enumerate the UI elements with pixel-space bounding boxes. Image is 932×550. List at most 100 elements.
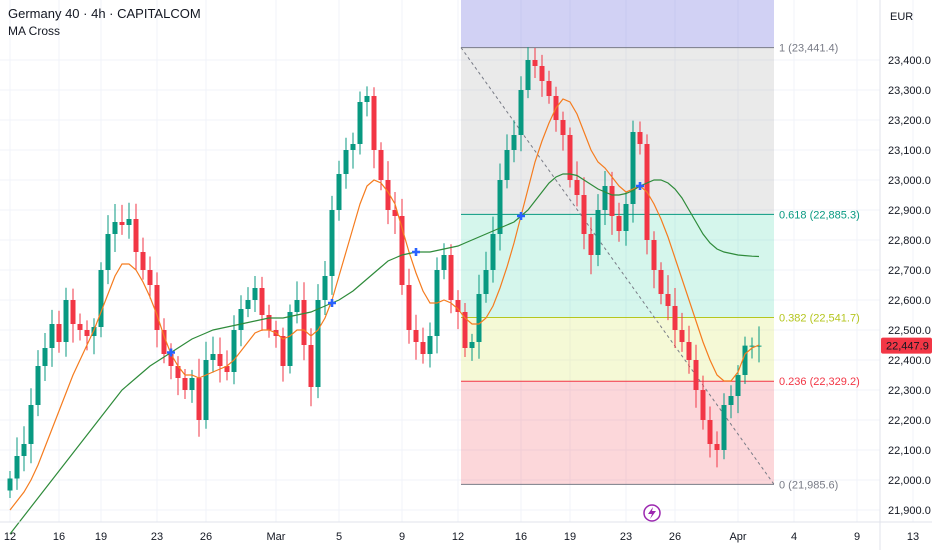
x-tick-label: 16 (515, 531, 527, 543)
candle-body (238, 309, 244, 330)
candle-body (483, 270, 489, 294)
alert-icon[interactable] (643, 504, 661, 522)
candle-body (574, 180, 580, 195)
ma-cross-marker (636, 182, 644, 190)
grid (0, 0, 914, 522)
y-tick-label: 23,000.0 (888, 175, 931, 187)
currency-label[interactable]: EUR (890, 11, 913, 23)
x-tick-label: 12 (4, 531, 16, 543)
candle-body (245, 300, 251, 309)
candle-body (581, 195, 587, 234)
candle-body (427, 336, 433, 354)
candle-body (658, 270, 664, 294)
candle-body (343, 150, 349, 174)
candle-body (224, 366, 230, 372)
candle-body (147, 270, 153, 285)
ma-cross-marker (167, 348, 175, 357)
candle-body (133, 219, 139, 252)
candle-body (560, 120, 566, 135)
candle-body (504, 150, 510, 180)
y-tick-label: 22,400.0 (888, 355, 931, 367)
candle-body (105, 234, 111, 270)
price-axis[interactable]: 23,400.0 23,300.0 23,200.0 23,100.0 23,000.0… (888, 55, 931, 517)
candle-body (210, 354, 216, 360)
candle-body (511, 135, 517, 150)
x-tick-label: 9 (399, 531, 405, 543)
candle-body (518, 90, 524, 135)
y-tick-label: 22,900.0 (888, 205, 931, 217)
ma-lines (9, 98, 760, 535)
candle-body (14, 456, 20, 479)
candle-body (217, 354, 223, 366)
y-tick-label: 22,200.0 (888, 415, 931, 427)
candle-body (175, 366, 181, 378)
candle-body (42, 348, 48, 366)
candle-body (714, 444, 720, 450)
candle-body (735, 375, 741, 396)
candle-body (364, 96, 370, 102)
x-tick-label: 19 (564, 531, 576, 543)
candle-body (567, 135, 573, 180)
time-axis[interactable]: 1216192326Mar591216192326Apr491316 (4, 531, 932, 543)
candle-body (448, 255, 454, 300)
candle-body (378, 150, 384, 180)
candle-body (441, 255, 447, 270)
candle-body (168, 354, 174, 366)
candle-body (301, 300, 307, 345)
y-tick-label: 23,400.0 (888, 55, 931, 67)
candle-body (406, 285, 412, 330)
candle-body (392, 210, 398, 216)
candle-body (420, 342, 426, 354)
candle-body (126, 219, 132, 225)
candle-body (525, 60, 531, 90)
candle-body (98, 270, 104, 327)
candle-body (609, 186, 615, 216)
candle-body (350, 144, 356, 150)
symbol-title[interactable]: Germany 40 · 4h · CAPITALCOM (8, 6, 201, 21)
candle-body (63, 300, 69, 342)
candle-body (252, 288, 258, 300)
candle-body (707, 420, 713, 444)
x-tick-label: 26 (669, 531, 681, 543)
candle-body (665, 294, 671, 306)
candle-body (476, 294, 482, 342)
candle-body (721, 405, 727, 450)
candle-body (189, 378, 195, 390)
candle-body (21, 444, 27, 456)
y-tick-label: 23,200.0 (888, 115, 931, 127)
x-tick-label: Mar (267, 531, 286, 543)
y-tick-label: 21,900.0 (888, 505, 931, 517)
last-price-badge: 22,447.9 (881, 337, 932, 354)
candle-body (357, 102, 363, 144)
candle-body (294, 300, 300, 312)
candle-body (308, 345, 314, 387)
ma-cross-marker (328, 299, 336, 307)
candle-body (161, 330, 167, 354)
candle-body (602, 186, 608, 210)
candle-body (700, 390, 706, 420)
candle-body (231, 330, 237, 372)
candle-body (637, 132, 643, 144)
ma-slow-line (9, 173, 760, 535)
ma-cross-markers (167, 182, 644, 357)
candle-body (742, 345, 748, 375)
x-tick-label: 13 (907, 531, 919, 543)
candle-body (679, 330, 685, 342)
indicator-label[interactable]: MA Cross (8, 24, 60, 38)
y-tick-label: 23,300.0 (888, 85, 931, 97)
ma-cross-marker (517, 212, 525, 220)
candle-body (630, 132, 636, 204)
fib-retracement[interactable]: 1 (23,441.4) 0.618 (22,885.3) 0.382 (22,54… (460, 0, 860, 491)
candle-body (259, 288, 265, 315)
y-tick-label: 22,000.0 (888, 475, 931, 487)
fib-level-label: 0.382 (22,541.7) (779, 312, 860, 324)
fib-zone (461, 47, 774, 215)
ma-cross-marker (412, 248, 420, 256)
y-tick-label: 22,700.0 (888, 265, 931, 277)
candle-body (497, 180, 503, 234)
x-tick-label: Apr (729, 531, 746, 543)
candle-body (469, 342, 475, 348)
candle-body (399, 216, 405, 285)
